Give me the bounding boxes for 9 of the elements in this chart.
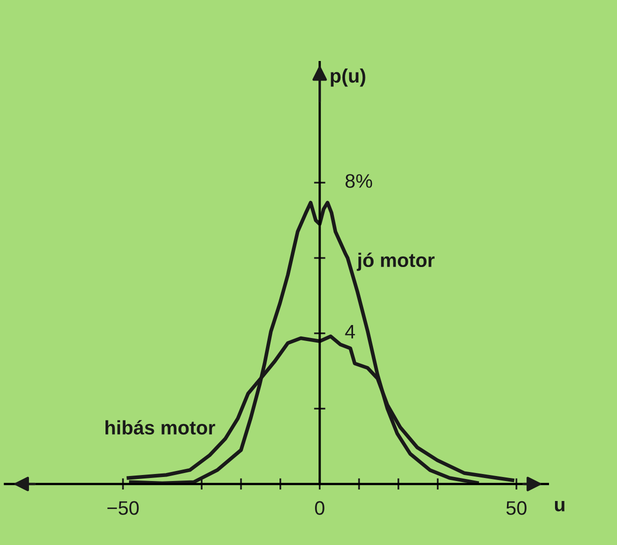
x-axis-title: u bbox=[555, 500, 564, 512]
series-label: jó motor bbox=[356, 252, 435, 271]
y-axis-title: p(u) bbox=[330, 68, 366, 87]
series-label: hibás motor bbox=[106, 420, 216, 435]
x-tick-label: 50 bbox=[506, 501, 526, 515]
x-tick-label: 0 bbox=[315, 501, 324, 515]
x-tick-label: −50 bbox=[107, 501, 139, 515]
y-tick-label: 4 bbox=[345, 324, 355, 338]
y-tick-label: 8% bbox=[346, 174, 372, 188]
